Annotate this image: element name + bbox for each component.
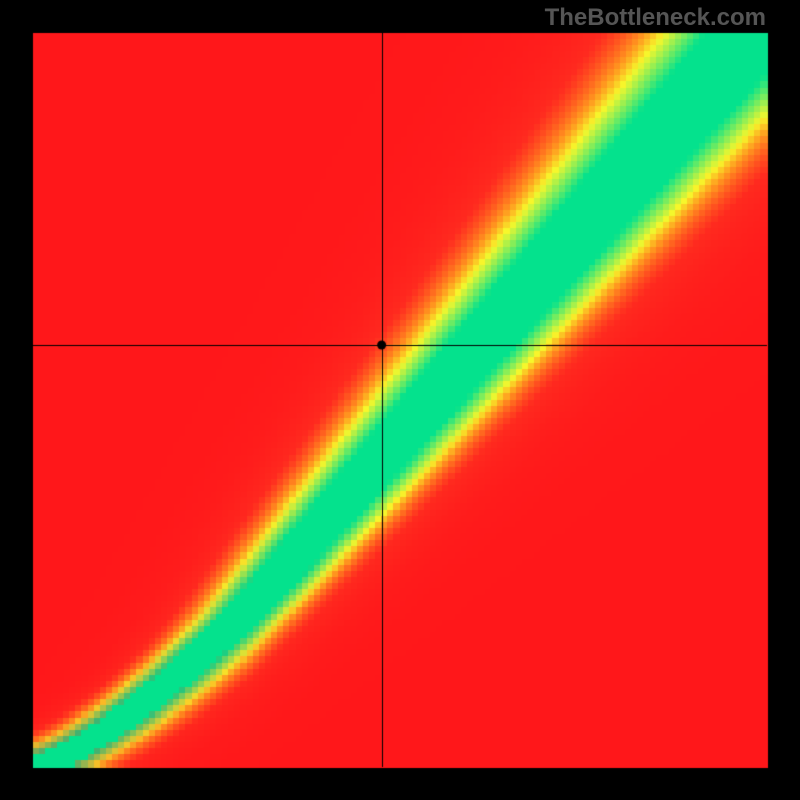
bottleneck-heatmap — [0, 0, 800, 800]
watermark-text: TheBottleneck.com — [545, 4, 766, 32]
chart-container: TheBottleneck.com — [0, 0, 800, 800]
